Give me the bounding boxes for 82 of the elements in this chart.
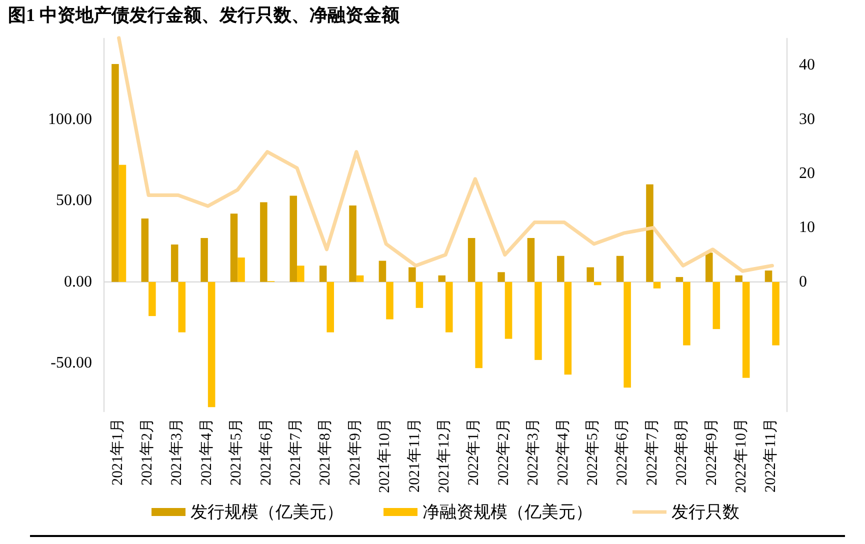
y-tick-label: 50.00 <box>56 192 92 210</box>
bar <box>178 282 186 332</box>
bar <box>319 266 327 282</box>
bar <box>438 275 446 282</box>
bar <box>527 238 535 282</box>
y2-tick-label: 30 <box>799 110 815 128</box>
bar <box>297 266 304 282</box>
bar <box>326 282 334 332</box>
bar <box>386 282 394 320</box>
x-tick-label: 2022年3月 <box>524 418 542 486</box>
x-tick-label: 2022年7月 <box>643 418 660 486</box>
x-tick-label: 2022年10月 <box>732 418 750 493</box>
x-tick-label: 2021年3月 <box>168 418 186 486</box>
bar <box>475 282 482 368</box>
x-tick-label: 2021年11月 <box>406 418 423 492</box>
bar <box>408 267 416 282</box>
x-tick-label: 2021年6月 <box>257 418 274 486</box>
bar <box>170 244 178 282</box>
bar <box>676 277 684 282</box>
bar <box>557 256 564 282</box>
x-tick-label: 2022年4月 <box>554 418 572 486</box>
bar <box>356 275 364 282</box>
bar <box>646 184 654 282</box>
bar <box>200 238 208 282</box>
bar <box>118 164 126 282</box>
bar <box>290 196 298 282</box>
y2-tick-label: 20 <box>799 165 815 182</box>
bar <box>230 214 238 282</box>
y-tick-label: 100.00 <box>48 110 92 128</box>
bar <box>735 275 742 282</box>
y2-tick-label: 10 <box>799 219 815 236</box>
x-tick-label: 2022年1月 <box>465 418 482 486</box>
bar <box>416 282 424 308</box>
bar <box>534 282 542 360</box>
y2-tick-label: 0 <box>799 273 807 290</box>
x-tick-label: 2022年2月 <box>494 418 512 486</box>
bar <box>653 282 661 288</box>
x-tick-label: 2022年5月 <box>584 418 601 486</box>
x-tick-label: 2021年5月 <box>228 418 245 486</box>
bar <box>260 202 268 282</box>
chart-title: 图1 中资地产债发行金额、发行只数、净融资金额 <box>8 5 400 25</box>
y-tick-label: -50.00 <box>50 354 92 372</box>
x-tick-label: 2021年10月 <box>376 418 394 493</box>
bar <box>378 260 386 282</box>
bar <box>564 282 572 375</box>
bar <box>772 282 780 346</box>
legend-label: 发行只数 <box>672 502 740 522</box>
bar <box>616 256 624 282</box>
legend-label: 净融资规模（亿美元） <box>422 502 592 522</box>
x-tick-label: 2021年12月 <box>436 418 452 493</box>
bar <box>764 270 772 282</box>
y2-tick-label: 40 <box>799 56 815 74</box>
bar <box>683 282 690 346</box>
y-tick-label: 0.00 <box>64 273 92 290</box>
bar <box>712 282 720 330</box>
bar <box>498 272 505 282</box>
bar <box>208 282 216 408</box>
line-series <box>117 36 774 273</box>
bar <box>112 64 119 282</box>
bar <box>586 267 594 282</box>
bar <box>504 282 512 339</box>
bar <box>141 218 149 282</box>
x-tick-label: 2022年9月 <box>702 418 720 486</box>
bar <box>148 282 156 316</box>
legend-label: 发行规模（亿美元） <box>190 502 344 522</box>
bar <box>468 238 476 282</box>
x-tick-label: 2021年4月 <box>198 418 215 486</box>
x-tick-label: 2021年9月 <box>346 418 364 486</box>
x-tick-label: 2021年7月 <box>287 418 304 486</box>
bar <box>446 282 453 332</box>
bar <box>705 252 713 282</box>
bar <box>594 282 602 286</box>
bar <box>742 282 750 378</box>
bar <box>238 258 245 282</box>
x-tick-label: 2021年1月 <box>108 418 126 486</box>
x-tick-label: 2022年6月 <box>614 418 631 486</box>
x-tick-label: 2021年2月 <box>138 418 156 486</box>
x-tick-label: 2021年8月 <box>316 418 334 486</box>
x-tick-label: 2022年11月 <box>762 418 780 492</box>
bar <box>349 205 356 282</box>
x-tick-label: 2022年8月 <box>673 418 690 486</box>
bar <box>624 282 631 388</box>
